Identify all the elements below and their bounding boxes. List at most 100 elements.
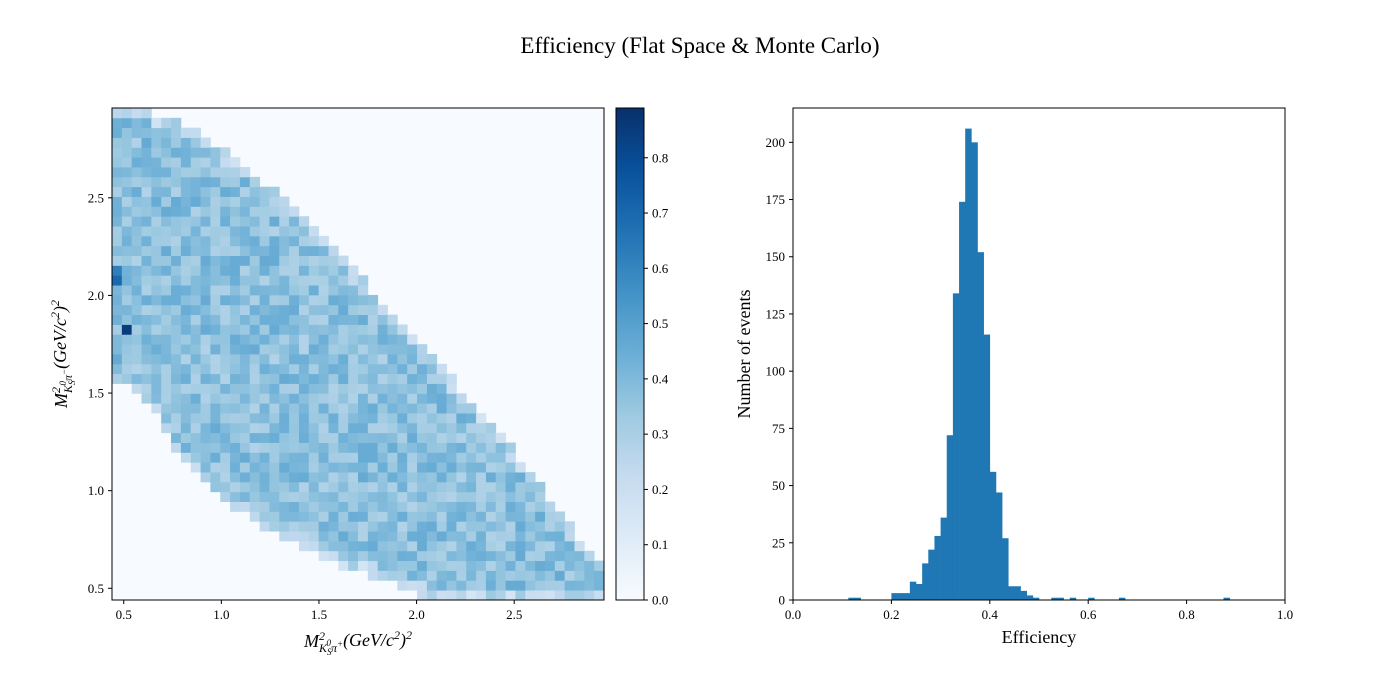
heatmap-cell — [367, 472, 379, 483]
heatmap-cell — [239, 314, 251, 325]
heatmap-cell — [318, 432, 329, 443]
heatmap-cell — [259, 422, 270, 434]
heatmap-cell — [200, 304, 211, 316]
heatmap-cell — [407, 452, 418, 463]
heatmap-cell — [505, 472, 516, 483]
heatmap-panel: 0.5 1.0 1.5 2.0 2.5 0.5 1.0 1.5 2.0 2.5 M2 KS0π+(… — [48, 107, 605, 657]
heatmap-cell — [269, 324, 280, 335]
heatmap-cell — [200, 294, 211, 306]
heatmap-cell — [348, 462, 359, 473]
heatmap-cell — [151, 117, 162, 129]
heatmap-cell — [220, 285, 231, 296]
histogram-y-tick-label: 0 — [779, 593, 786, 608]
heatmap-cell — [446, 550, 457, 562]
heatmap-cell — [161, 285, 172, 296]
heatmap-cell — [269, 265, 280, 276]
heatmap-cell — [180, 324, 192, 335]
heatmap-cell — [436, 521, 447, 532]
heatmap-cell — [161, 275, 172, 286]
heatmap-cell — [220, 491, 231, 502]
heatmap-cell — [289, 275, 300, 286]
heatmap-cell — [318, 294, 329, 306]
heatmap-cell — [348, 344, 359, 355]
heatmap-cell — [131, 255, 142, 266]
heatmap-cell — [239, 403, 251, 414]
heatmap-cell — [249, 324, 260, 335]
heatmap-cell — [230, 363, 241, 375]
heatmap-cell — [407, 432, 418, 443]
heatmap-cell — [210, 413, 221, 424]
heatmap-cell — [121, 226, 133, 237]
heatmap-cell — [338, 324, 349, 335]
heatmap-cell — [298, 521, 310, 532]
heatmap-cell — [407, 422, 418, 434]
heatmap-cell — [318, 521, 329, 532]
heatmap-cell — [230, 491, 241, 502]
heatmap-cell — [358, 334, 369, 345]
heatmap-cell — [151, 334, 162, 345]
heatmap-cell — [210, 167, 221, 178]
heatmap-cell — [485, 560, 497, 571]
heatmap-cell — [358, 285, 369, 296]
heatmap-cell — [249, 314, 260, 325]
heatmap-cell — [298, 245, 310, 256]
heatmap-cell — [436, 491, 447, 502]
heatmap-cell — [151, 206, 162, 217]
heatmap-cell — [308, 472, 320, 483]
heatmap-cell — [515, 521, 526, 532]
heatmap-cell — [180, 304, 192, 316]
heatmap-cell — [466, 570, 477, 581]
heatmap-cell — [308, 491, 320, 502]
heatmap-cell — [180, 294, 192, 306]
heatmap-cell — [190, 127, 201, 138]
heatmap-cell — [161, 255, 172, 266]
heatmap-cell — [426, 531, 438, 542]
heatmap-cell — [387, 432, 398, 443]
heatmap-cell — [131, 235, 142, 247]
heatmap-cell — [515, 560, 526, 571]
heatmap-cell — [298, 373, 310, 384]
heatmap-cell — [180, 206, 192, 217]
heatmap-cell — [407, 511, 418, 522]
heatmap-cell — [298, 314, 310, 325]
heatmap-cell — [387, 413, 398, 424]
heatmap-cell — [308, 521, 320, 532]
heatmap-cell — [190, 137, 201, 148]
heatmap-cell — [200, 354, 211, 365]
heatmap-cell — [230, 196, 241, 207]
heatmap-cell — [121, 127, 133, 138]
heatmap-cell — [230, 245, 241, 256]
heatmap-cell — [328, 344, 339, 355]
heatmap-cell — [367, 481, 379, 493]
heatmap-cell — [121, 373, 133, 384]
heatmap-cell — [318, 422, 329, 434]
heatmap-cell — [476, 570, 487, 581]
heatmap-cell — [131, 354, 142, 365]
heatmap-cell — [397, 531, 408, 542]
heatmap-cell — [180, 413, 192, 424]
heatmap-cell — [131, 324, 142, 335]
heatmap-cell — [318, 393, 329, 404]
heatmap-cell — [259, 481, 270, 493]
heatmap-cell — [485, 442, 497, 453]
heatmap-cell — [466, 590, 477, 601]
heatmap-cell — [485, 540, 497, 552]
heatmap-cell — [171, 196, 182, 207]
histogram-bar — [848, 597, 855, 600]
heatmap-cell — [180, 255, 192, 266]
heatmap-cell — [239, 304, 251, 316]
heatmap-cell — [535, 531, 546, 542]
heatmap-cell — [417, 570, 428, 581]
heatmap-cell — [436, 570, 447, 581]
heatmap-cell — [210, 285, 221, 296]
heatmap-cell — [544, 590, 556, 601]
heatmap-cell — [348, 472, 359, 483]
heatmap-cell — [151, 403, 162, 414]
heatmap-cell — [249, 344, 260, 355]
heatmap-cell — [377, 324, 388, 335]
heatmap-cell — [131, 108, 142, 119]
heatmap-cell — [377, 501, 388, 512]
heatmap-cell — [485, 570, 497, 581]
heatmap-cell — [269, 275, 280, 286]
heatmap-cell — [171, 147, 182, 158]
